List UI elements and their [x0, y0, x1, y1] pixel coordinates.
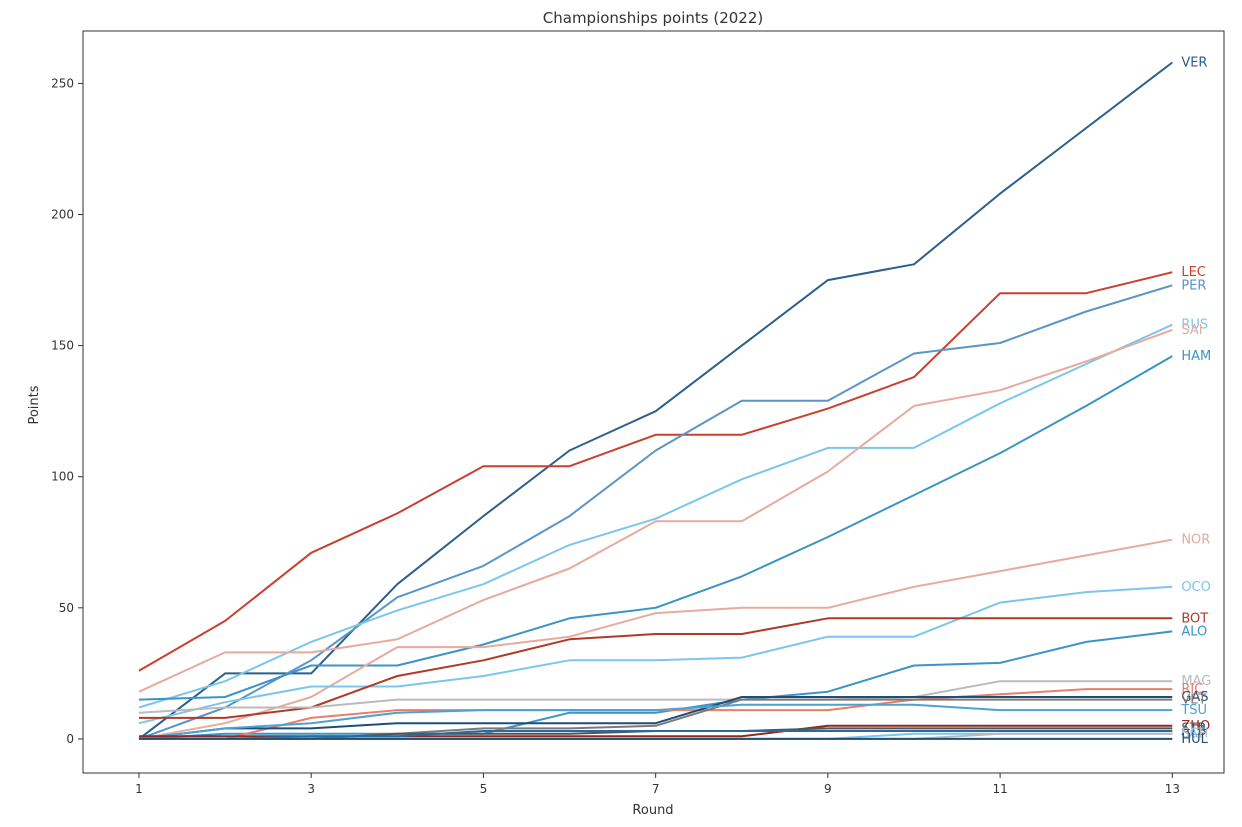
series-label-ric: RIC	[1181, 682, 1203, 697]
series-label-ham: HAM	[1181, 349, 1211, 364]
y-tick-label: 150	[51, 339, 74, 353]
series-label-rus: RUS	[1181, 318, 1208, 333]
series-line-lec	[138, 271, 1173, 672]
series-label-str: STR	[1181, 721, 1206, 736]
series-label-nor: NOR	[1181, 533, 1210, 548]
series-line-alb	[139, 730, 1173, 740]
series-line-mag	[138, 680, 1173, 714]
series-label-per: PER	[1181, 278, 1206, 293]
x-tick-label: 9	[824, 782, 832, 796]
series-label-alb: ALB	[1181, 724, 1206, 739]
series-label-lec: LEC	[1181, 265, 1206, 280]
series-label-vet: VET	[1181, 693, 1206, 708]
series-line-tsu	[138, 703, 1173, 740]
series-line-ver	[138, 61, 1173, 740]
x-tick-label: 11	[992, 782, 1007, 796]
y-tick-label: 0	[66, 732, 74, 746]
series-label-oco: OCO	[1181, 580, 1211, 595]
series-line-per	[138, 284, 1173, 740]
series-label-mag: MAG	[1181, 674, 1211, 689]
x-tick-label: 13	[1165, 782, 1180, 796]
series-label-zho: ZHO	[1181, 719, 1210, 734]
y-tick-label: 200	[51, 208, 74, 222]
series-label-lat: LAT	[1181, 727, 1204, 742]
plot-area-frame	[82, 30, 1225, 774]
series-line-nor	[138, 538, 1173, 740]
y-tick-label: 250	[51, 76, 74, 90]
series-label-sch: SCH	[1181, 727, 1208, 742]
series-label-ver: VER	[1181, 55, 1207, 70]
series-line-alo	[138, 630, 1173, 740]
series-line-gas	[138, 696, 1173, 740]
x-axis-title: Round	[632, 803, 673, 818]
series-line-rus	[138, 323, 1173, 709]
series-line-ham	[138, 355, 1173, 701]
x-tick-label: 5	[480, 782, 488, 796]
series-label-alo: ALO	[1181, 624, 1207, 639]
y-tick-label: 100	[51, 470, 74, 484]
series-label-tsu: TSU	[1180, 703, 1207, 718]
series-label-gas: GAS	[1181, 690, 1208, 705]
chart-title: Championships points (2022)	[543, 9, 763, 27]
series-label-bot: BOT	[1181, 611, 1208, 626]
series-label-hul: HUL	[1181, 732, 1208, 747]
y-axis-title: Points	[27, 385, 42, 424]
x-tick-label: 1	[135, 782, 143, 796]
series-label-sai: SAI	[1181, 323, 1202, 338]
y-tick-label: 50	[59, 601, 74, 615]
series-line-oco	[138, 585, 1173, 725]
series-line-sai	[138, 328, 1173, 693]
x-tick-label: 3	[307, 782, 315, 796]
x-tick-label: 7	[652, 782, 660, 796]
